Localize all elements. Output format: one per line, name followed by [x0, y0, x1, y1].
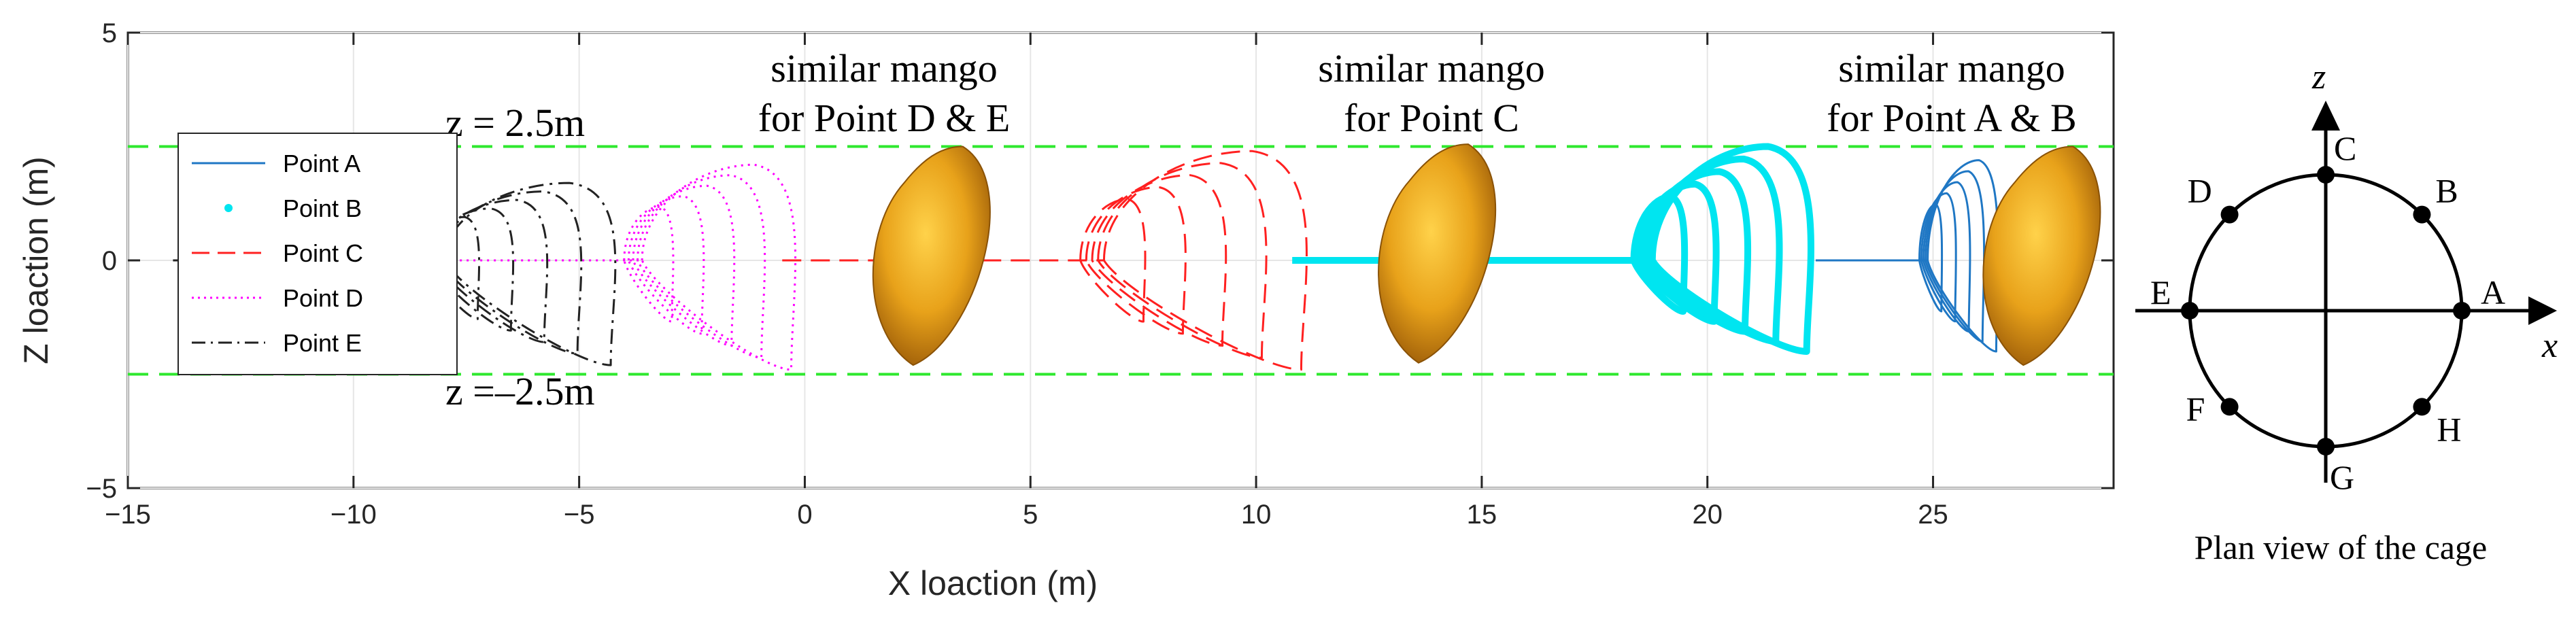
x-tick-label: 25: [1918, 500, 1948, 530]
upper-limit-label: z = 2.5m: [445, 101, 585, 145]
annotation-ab-line2: for Point A & B: [1827, 96, 2076, 140]
trajectory-loop: [1085, 186, 1187, 335]
legend-label-point-c: Point C: [283, 239, 363, 267]
reference-lines: [128, 145, 2114, 376]
mango-image: [1982, 145, 2101, 366]
x-axis-label: X loaction (m): [888, 564, 1098, 602]
x-tick-label: −15: [105, 500, 151, 530]
grid: [127, 32, 2114, 489]
trajectory-loop: [1091, 174, 1227, 347]
x-tick-label: 20: [1692, 500, 1723, 530]
cage-point-b: [2413, 205, 2431, 224]
y-axis-label: Z loaction (m): [17, 156, 55, 364]
annotation-ab-line1: similar mango: [1838, 46, 2065, 90]
cage-point-label-e: E: [2150, 273, 2171, 311]
trajectory-loop: [1102, 150, 1308, 371]
legend: Point A Point B Point C Point D Point E: [177, 133, 458, 375]
cage-x-label: x: [2541, 326, 2558, 365]
series-layer: [173, 143, 1999, 371]
y-tick-label: 0: [102, 246, 117, 276]
series-point-d: [399, 163, 797, 371]
mango-images: [872, 143, 2101, 366]
trajectory-loop: [623, 205, 675, 323]
cage-point-label-f: F: [2186, 390, 2205, 428]
legend-item-point-d: Point D: [192, 284, 363, 312]
cage-points: A B C D E F G H: [2150, 129, 2505, 496]
cage-point-label-h: H: [2437, 410, 2461, 448]
ticks: −15 −10 −5 0 5 10 15 20 25 5 0 −5: [86, 18, 2114, 530]
legend-item-point-b: Point B: [224, 194, 362, 222]
annotation-de-line2: for Point D & E: [758, 96, 1011, 140]
cage-point-label-b: B: [2435, 172, 2458, 210]
lower-limit-label: z =–2.5m: [445, 369, 595, 413]
trajectory-loop: [632, 184, 736, 347]
cage-point-c: [2317, 166, 2335, 184]
cage-z-arrowhead: [2311, 101, 2340, 131]
cage-z-label: z: [2311, 58, 2326, 97]
trajectory-loop: [637, 174, 766, 359]
legend-label-point-d: Point D: [283, 284, 363, 312]
legend-label-point-b: Point B: [283, 194, 362, 222]
cage-point-f: [2220, 398, 2239, 416]
cage-point-label-d: D: [2188, 172, 2212, 210]
legend-swatch-point-b: [224, 204, 233, 212]
cage-point-g: [2317, 438, 2335, 455]
cage-point-e: [2181, 302, 2199, 320]
cage-point-h: [2413, 398, 2431, 416]
cage-plan-view: x z A B C D E F G H Plan view of the cage: [2135, 58, 2558, 566]
annotation-c-line1: similar mango: [1318, 46, 1544, 90]
x-tick-label: 10: [1241, 500, 1272, 530]
legend-item-point-a: Point A: [192, 150, 360, 177]
x-tick-label: −5: [564, 500, 595, 530]
x-tick-label: 0: [797, 500, 812, 530]
cage-caption: Plan view of the cage: [2194, 528, 2487, 566]
legend-label-point-a: Point A: [283, 150, 360, 177]
trajectory-loop: [1630, 193, 1689, 315]
annotation-c-line2: for Point C: [1344, 96, 1519, 140]
trajectory-loop: [428, 207, 515, 332]
series-point-b: [1292, 143, 1814, 355]
legend-label-point-e: Point E: [283, 329, 362, 357]
trajectory-loop: [433, 199, 549, 343]
cage-point-label-c: C: [2334, 129, 2356, 167]
trajectory-loop: [1918, 203, 1944, 313]
mango-image: [1378, 143, 1497, 364]
x-tick-label: −10: [331, 500, 377, 530]
cage-point-label-a: A: [2481, 273, 2505, 311]
legend-item-point-c: Point C: [192, 239, 363, 267]
y-tick-label: −5: [86, 474, 117, 504]
trajectory-loop: [641, 163, 797, 371]
cage-point-d: [2220, 205, 2239, 224]
series-point-a: [1816, 159, 1999, 353]
trajectory-loop: [1920, 192, 1957, 323]
legend-item-point-e: Point E: [192, 329, 362, 357]
cage-point-a: [2453, 302, 2471, 320]
trajectory-loop: [1648, 143, 1814, 355]
cage-point-label-g: G: [2330, 458, 2354, 496]
x-tick-label: 5: [1023, 500, 1038, 530]
x-tick-label: 15: [1467, 500, 1497, 530]
legend-box: [177, 133, 458, 375]
cage-x-arrowhead: [2528, 296, 2557, 325]
annotation-de-line1: similar mango: [770, 46, 997, 90]
mango-image: [872, 145, 991, 366]
y-tick-label: 5: [102, 18, 117, 48]
